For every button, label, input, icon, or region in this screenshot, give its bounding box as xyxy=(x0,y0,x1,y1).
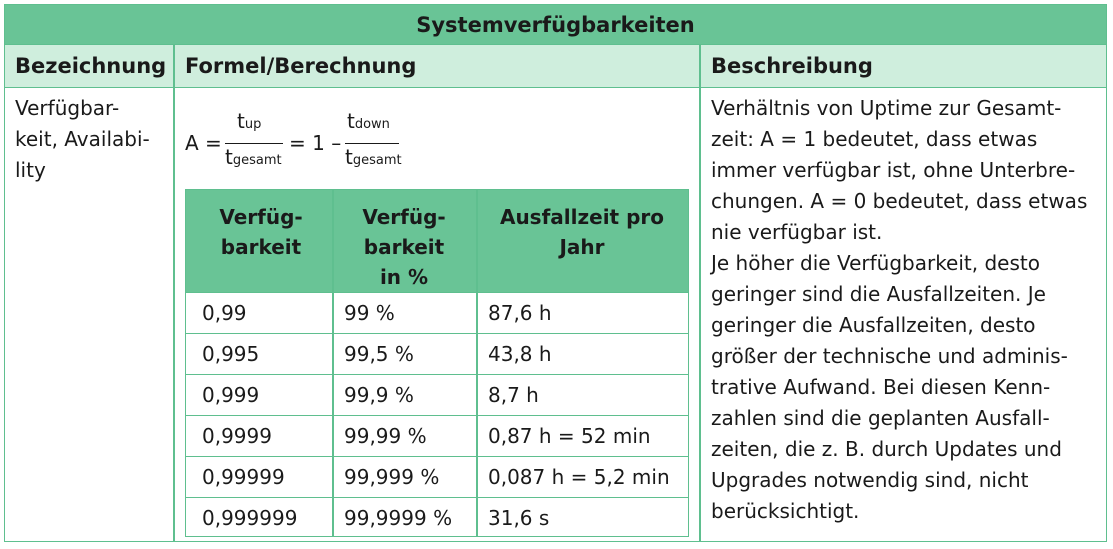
cell-downtime: 8,7 h xyxy=(488,383,539,407)
cell-downtime: 0,087 h = 5,2 min xyxy=(488,465,670,489)
description-line: trative Aufwand. Bei diesen Kenn- xyxy=(711,375,1051,399)
cell-percent: 99,9999 % xyxy=(344,506,453,530)
cell-downtime: 0,87 h = 52 min xyxy=(488,424,651,448)
cell-downtime: 43,8 h xyxy=(488,342,552,366)
table-row: 0,999999 99,9999 % 31,6 s xyxy=(186,497,688,538)
description-line: zeit: A = 1 bedeutet, dass etwas xyxy=(711,127,1038,151)
term-name: Verfügbar- keit, Availabi- lity xyxy=(15,93,150,186)
description-line: Je höher die Verfügbarkeit, desto xyxy=(711,251,1040,275)
availability-formula: A = tup tgesamt = 1 – tdown tgesamt xyxy=(185,105,485,181)
inner-header-ausfallzeit: Ausfallzeit pro Jahr xyxy=(499,205,665,259)
description-line: berücksichtigt. xyxy=(711,499,860,523)
header-formel: Formel/Berechnung xyxy=(185,54,417,78)
cell-percent: 99,999 % xyxy=(344,465,440,489)
table-row: 0,995 99,5 % 43,8 h xyxy=(186,333,688,374)
column-divider xyxy=(699,45,701,541)
availability-table: Systemverfügbarkeiten Bezeichnung Formel… xyxy=(4,4,1107,542)
description-text: Verhältnis von Uptime zur Gesamt- zeit: … xyxy=(711,93,1087,527)
column-divider xyxy=(173,45,175,541)
description-line: zahlen sind die geplanten Ausfall- xyxy=(711,406,1050,430)
inner-column-divider xyxy=(476,190,478,536)
cell-percent: 99 % xyxy=(344,301,395,325)
cell-availability: 0,99 xyxy=(202,301,247,325)
header-row: Bezeichnung Formel/Berechnung Beschreibu… xyxy=(5,45,1106,88)
inner-header-row: Verfüg- barkeit Verfüg- barkeit in % Aus… xyxy=(186,190,688,292)
description-line: geringer sind die Ausfallzeiten. Je xyxy=(711,282,1046,306)
fraction-bar xyxy=(225,143,283,145)
table-row: 0,99 99 % 87,6 h xyxy=(186,292,688,333)
cell-availability: 0,99999 xyxy=(202,465,285,489)
cell-availability: 0,999 xyxy=(202,383,260,407)
description-line: Upgrades notwendig sind, nicht xyxy=(711,468,1029,492)
description-line: Verhältnis von Uptime zur Gesamt- xyxy=(711,96,1062,120)
availability-values-table: Verfüg- barkeit Verfüg- barkeit in % Aus… xyxy=(185,189,689,537)
header-bezeichnung: Bezeichnung xyxy=(15,54,167,78)
fraction2-numerator: tdown xyxy=(347,109,390,133)
description-line: chungen. A = 0 bedeutet, dass etwas xyxy=(711,189,1088,213)
fraction2-denominator: tgesamt xyxy=(345,145,402,169)
description-line: größer der technische und adminis- xyxy=(711,344,1068,368)
description-line: zeiten, die z. B. durch Updates und xyxy=(711,437,1062,461)
description-line: nie verfügbar ist. xyxy=(711,220,883,244)
cell-downtime: 31,6 s xyxy=(488,506,550,530)
cell-availability: 0,9999 xyxy=(202,424,272,448)
inner-header-verfuegbarkeit: Verfüg- barkeit xyxy=(219,205,303,259)
table-row: 0,999 99,9 % 8,7 h xyxy=(186,374,688,415)
cell-percent: 99,5 % xyxy=(344,342,414,366)
table-row: 0,9999 99,99 % 0,87 h = 52 min xyxy=(186,415,688,456)
description-line: geringer die Ausfallzeiten, desto xyxy=(711,313,1036,337)
fraction-bar xyxy=(345,143,399,145)
description-line: immer verfügbar ist, ohne Unterbre- xyxy=(711,158,1076,182)
cell-availability: 0,999999 xyxy=(202,506,298,530)
fraction1-denominator: tgesamt xyxy=(225,145,282,169)
fraction1-numerator: tup xyxy=(237,109,262,133)
term-name-line: lity xyxy=(15,158,46,182)
term-name-line: keit, Availabi- xyxy=(15,127,150,151)
inner-column-divider xyxy=(332,190,334,536)
cell-percent: 99,99 % xyxy=(344,424,427,448)
term-name-line: Verfügbar- xyxy=(15,96,120,120)
cell-availability: 0,995 xyxy=(202,342,260,366)
header-beschreibung: Beschreibung xyxy=(711,54,873,78)
cell-downtime: 87,6 h xyxy=(488,301,552,325)
formula-middle: = 1 – xyxy=(289,131,342,155)
cell-percent: 99,9 % xyxy=(344,383,414,407)
inner-header-prozent: Verfüg- barkeit in % xyxy=(362,205,446,289)
table-row: 0,99999 99,999 % 0,087 h = 5,2 min xyxy=(186,456,688,497)
table-title: Systemverfügbarkeiten xyxy=(5,5,1106,45)
formula-lhs: A = xyxy=(185,131,222,155)
